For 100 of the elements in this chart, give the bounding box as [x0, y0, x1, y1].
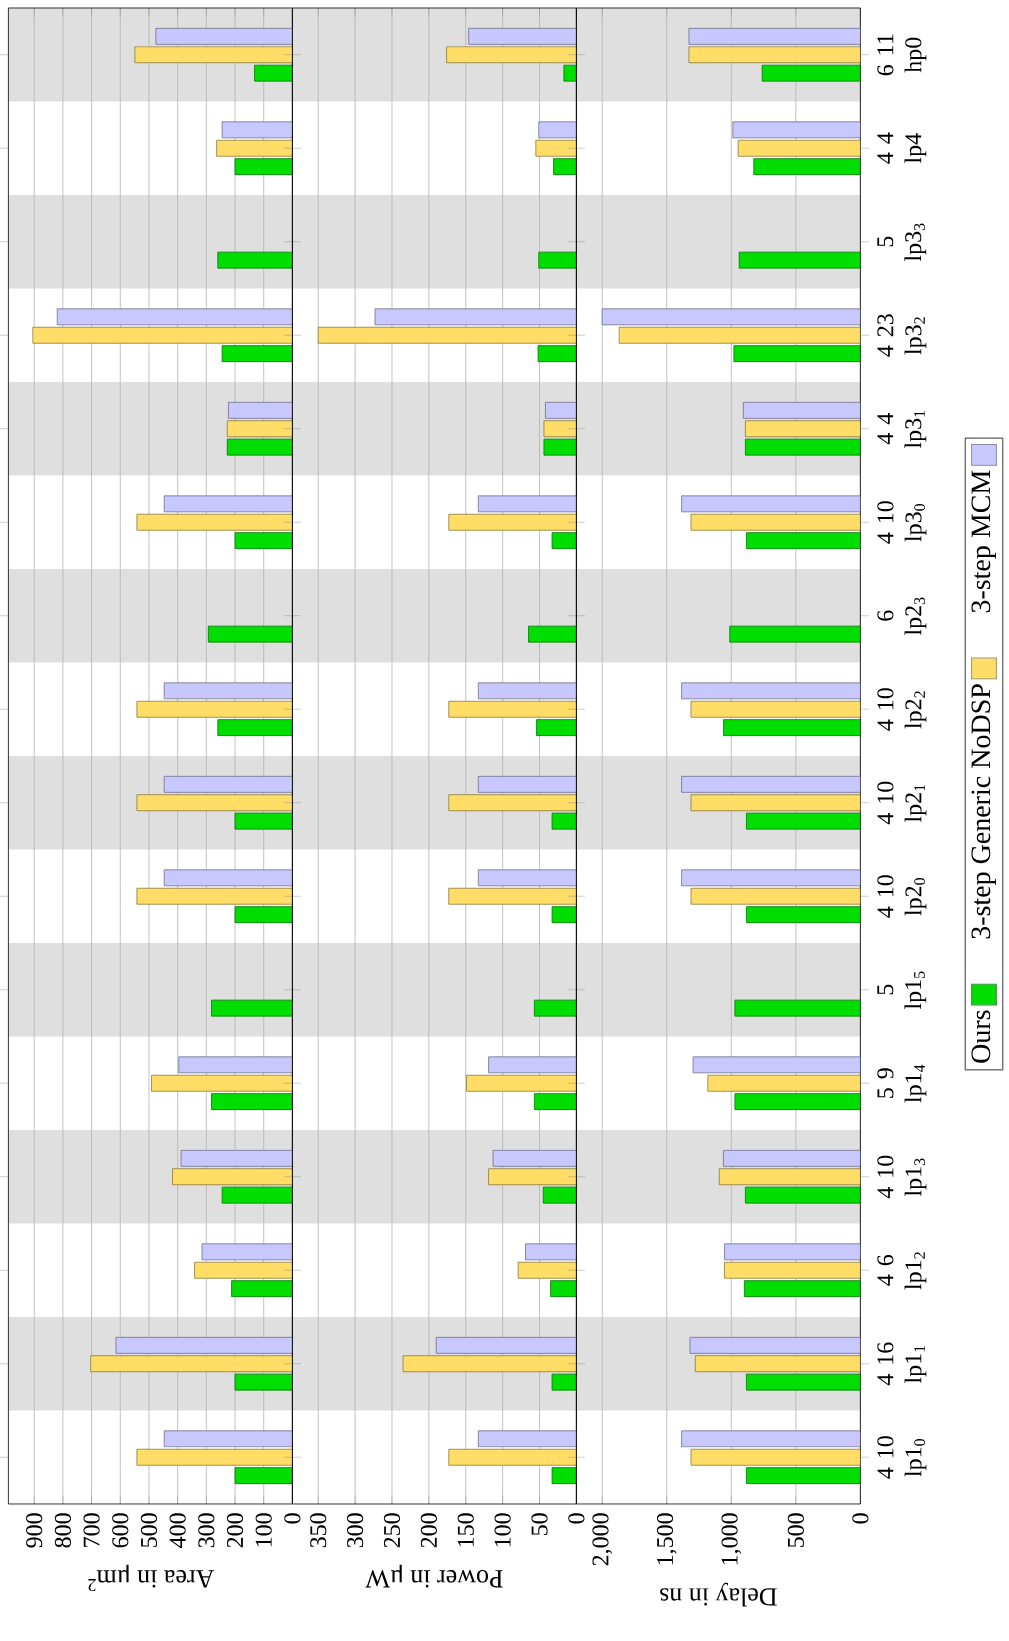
bar — [32, 326, 293, 344]
y-tick-label: 4 4 lp3$_{1}$ — [877, 410, 927, 449]
bar — [746, 1467, 861, 1485]
bar — [734, 999, 861, 1017]
y-tick-label: 4 16 lp1$_{1}$ — [877, 1342, 927, 1386]
bar — [468, 27, 577, 45]
bar — [536, 719, 577, 737]
bar — [681, 869, 861, 887]
x-tick-label: 350 — [310, 1513, 327, 1548]
y-tick-label: 4 10 lp1$_{3}$ — [877, 1155, 927, 1199]
bar — [234, 1467, 293, 1485]
bar — [56, 308, 293, 326]
y-tick-label: 4 10 lp1$_{0}$ — [877, 1436, 927, 1479]
bar — [742, 401, 861, 419]
bar — [488, 1056, 577, 1074]
bar — [538, 251, 577, 269]
bar — [681, 495, 861, 513]
bar — [446, 46, 577, 64]
bar — [136, 794, 293, 812]
bar — [448, 1448, 577, 1466]
x-tick-label: 800 — [54, 1513, 71, 1548]
x-axis-title: Power in μW — [365, 1564, 503, 1588]
x-tick-label: 250 — [383, 1513, 401, 1548]
bar — [151, 1074, 293, 1092]
bar — [234, 532, 293, 550]
bar — [724, 1261, 861, 1279]
bar — [448, 513, 577, 531]
bar — [201, 1243, 293, 1261]
bar — [492, 1149, 577, 1167]
bar — [163, 495, 293, 513]
x-tick-label: 300 — [198, 1513, 215, 1548]
bar — [718, 1168, 861, 1186]
bar — [737, 139, 861, 157]
bar — [136, 700, 293, 718]
bar — [553, 158, 577, 176]
bar — [115, 1336, 293, 1354]
x-tick-label: 700 — [83, 1513, 100, 1547]
x-tick-label: 50 — [531, 1513, 548, 1536]
bar — [694, 1355, 861, 1373]
bar — [753, 158, 861, 176]
bar — [448, 887, 577, 905]
bar — [163, 775, 293, 793]
bar — [681, 682, 861, 700]
bar — [163, 869, 293, 887]
y-tick-label: 6 lp2$_{3}$ — [877, 597, 927, 636]
bar — [551, 1467, 577, 1485]
bar — [136, 513, 293, 531]
bar — [551, 532, 577, 550]
bar — [545, 401, 577, 419]
y-tick-label: 5 9 lp1$_{4}$ — [877, 1064, 927, 1103]
bar — [221, 121, 293, 139]
bar — [374, 308, 577, 326]
bar — [217, 719, 293, 737]
bar — [533, 999, 577, 1017]
bar — [551, 1373, 577, 1391]
bar — [746, 1373, 861, 1391]
bar — [207, 625, 293, 643]
bar — [551, 906, 577, 924]
bar — [746, 532, 861, 550]
bar — [163, 1430, 293, 1448]
x-tick-label: 1,500 — [656, 1513, 677, 1565]
bar — [550, 1280, 577, 1298]
bar — [477, 682, 577, 700]
bar — [533, 1093, 577, 1111]
bar — [435, 1336, 577, 1354]
bar — [734, 1093, 861, 1111]
y-tick-label: 5 lp1$_{5}$ — [877, 971, 927, 1010]
bar — [466, 1074, 577, 1092]
bar — [537, 345, 577, 363]
bar — [542, 1186, 577, 1204]
bar — [729, 625, 861, 643]
bar — [234, 812, 293, 830]
bar — [707, 1074, 861, 1092]
x-tick-label: 900 — [26, 1513, 43, 1548]
bar — [234, 1373, 293, 1391]
y-tick-label: 4 10 lp2$_{1}$ — [877, 781, 927, 825]
bar — [163, 682, 293, 700]
bar — [211, 1093, 293, 1111]
bar — [234, 158, 293, 176]
x-tick-label: 100 — [255, 1513, 272, 1547]
legend-label: 3-step Generic NoDSP — [971, 684, 996, 939]
bar — [690, 794, 861, 812]
bar — [690, 513, 861, 531]
bar — [517, 1261, 577, 1279]
y-tick-label: 4 6 lp1$_{2}$ — [877, 1252, 927, 1290]
x-tick-label: 2,000 — [592, 1513, 613, 1566]
bar — [733, 345, 861, 363]
bar — [551, 812, 577, 830]
bar — [688, 27, 861, 45]
x-tick-label: 200 — [420, 1513, 437, 1548]
bar — [723, 1149, 861, 1167]
y-tick-label: 4 23 lp3$_{2}$ — [877, 314, 927, 357]
x-tick-label: 0 — [284, 1513, 301, 1524]
bar — [525, 1243, 577, 1261]
bar — [228, 401, 293, 419]
bar — [211, 999, 293, 1017]
bar — [689, 1336, 861, 1354]
x-tick-label: 0 — [852, 1513, 869, 1524]
bar — [618, 326, 861, 344]
x-tick-label: 1,000 — [721, 1513, 742, 1565]
